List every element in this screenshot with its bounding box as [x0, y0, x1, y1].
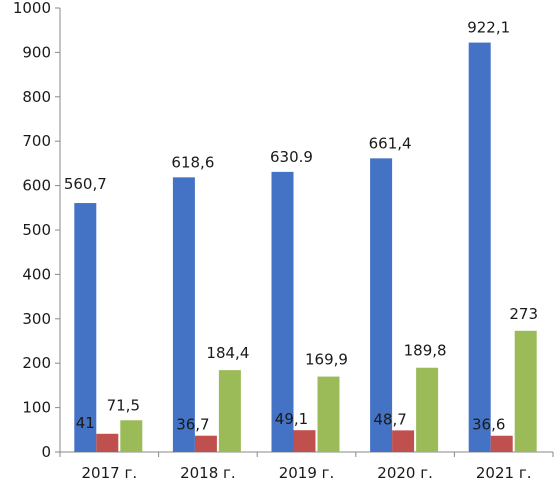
- bar-series-3-2: [317, 376, 340, 452]
- bar-series-1-3: [370, 158, 393, 453]
- y-tick-label: 800: [22, 88, 51, 106]
- y-tick-label: 900: [22, 43, 51, 61]
- data-label-series-3-3: 189,8: [404, 342, 447, 360]
- data-label-series-1-2: 630.9: [270, 148, 313, 166]
- data-label-series-2-1: 36,7: [176, 416, 209, 434]
- bar-series-3-1: [218, 370, 241, 452]
- data-labels: 560,7 618,6 630.9 661,4 922,1 41 36,7 49,1 48,7 3…: [64, 19, 538, 434]
- bar-series-3-0: [120, 420, 143, 452]
- data-label-series-1-1: 618,6: [171, 153, 214, 171]
- y-tick-label: 700: [22, 132, 51, 150]
- data-label-series-3-0: 71,5: [107, 396, 140, 414]
- y-tick-label: 0: [41, 443, 51, 461]
- bars: [74, 42, 537, 453]
- x-tick-label: 2020 г.: [377, 464, 433, 482]
- bar-series-3-3: [416, 367, 439, 452]
- bar-series-1-1: [172, 177, 195, 452]
- x-tick-label: 2018 г.: [180, 464, 236, 482]
- x-tick-label: 2019 г.: [279, 464, 335, 482]
- bar-series-2-0: [96, 433, 119, 452]
- data-label-series-1-3: 661,4: [369, 134, 412, 152]
- data-label-series-1-4: 922,1: [467, 19, 510, 37]
- data-label-series-2-2: 49,1: [275, 410, 308, 428]
- bar-series-1-2: [271, 171, 294, 452]
- y-tick-label: 1000: [13, 0, 51, 17]
- bar-series-2-4: [490, 435, 513, 452]
- y-tick-label: 600: [22, 177, 51, 195]
- bar-series-3-4: [514, 330, 537, 452]
- y-tick-label: 200: [22, 354, 51, 372]
- data-label-series-3-4: 273: [509, 305, 538, 323]
- x-tick-label: 2021 г.: [476, 464, 532, 482]
- bar-series-1-0: [74, 203, 97, 452]
- data-label-series-2-0: 41: [76, 414, 95, 432]
- data-label-series-3-1: 184,4: [206, 344, 249, 362]
- y-tick-label: 100: [22, 399, 51, 417]
- y-tick-label: 500: [22, 221, 51, 239]
- data-label-series-2-4: 36,6: [472, 416, 505, 434]
- x-tick-label: 2017 г.: [82, 464, 138, 482]
- data-label-series-3-2: 169,9: [305, 351, 348, 369]
- bar-series-2-3: [392, 430, 415, 452]
- y-tick-label: 400: [22, 265, 51, 283]
- data-label-series-2-3: 48,7: [373, 410, 406, 428]
- data-label-series-1-0: 560,7: [64, 175, 107, 193]
- bar-series-1-4: [468, 42, 491, 453]
- bar-series-2-2: [293, 430, 316, 452]
- bar-series-2-1: [194, 435, 217, 452]
- axes: 0 100 200 300 400 500 600 700 800 900 1000 2017 г. 2…: [13, 0, 554, 482]
- y-tick-label: 300: [22, 310, 51, 328]
